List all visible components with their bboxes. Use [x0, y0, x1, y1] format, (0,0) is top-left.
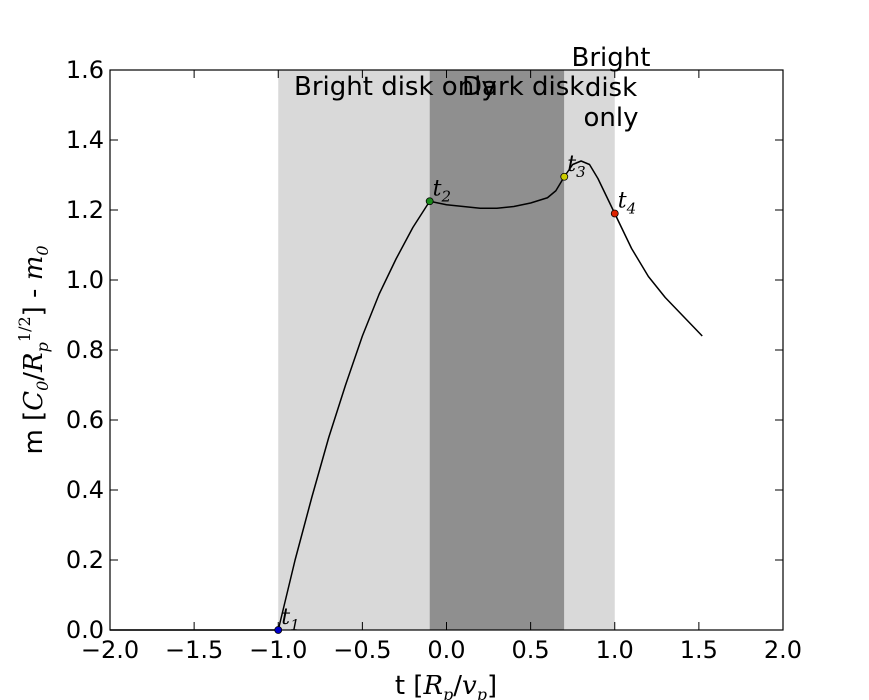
y-axis-label: m [C0/Rp1/2] - m0: [15, 245, 52, 454]
point-label-t4: t4: [618, 189, 636, 218]
region-band-2: [429, 70, 565, 630]
series-line-1: [110, 160, 703, 631]
point-label-t1: t1: [281, 605, 299, 634]
point-marker-t3: [560, 172, 569, 181]
region-band-1: [278, 70, 430, 630]
region-label-1: Bright disk only: [294, 72, 497, 102]
axis-ticks: −2.0 −1.5 −1.0 −0.5 0.0 0.5 1.0 1.5 2.0 0.0 0.2 0.4…: [66, 56, 802, 664]
x-tick-label: 1.5: [680, 636, 718, 664]
y-tick-label: 0.2: [66, 546, 104, 574]
point-label-t3: t3: [567, 152, 585, 181]
x-tick-label: −2.0: [81, 636, 139, 664]
region-label-2: Dark disk: [462, 72, 584, 102]
y-tick-label: 0.8: [66, 336, 104, 364]
y-tick-label: 0.6: [66, 406, 104, 434]
point-marker-t1: [274, 626, 283, 634]
shaded-regions: [278, 70, 615, 630]
point-marker-t4: [610, 209, 619, 218]
region-label-3: Bright disk only: [572, 43, 651, 133]
x-tick-label: −1.5: [165, 636, 223, 664]
point-label-t2: t2: [433, 176, 451, 205]
y-tick-label: 0.0: [66, 616, 104, 644]
data-series: [110, 160, 703, 631]
x-tick-label: 1.0: [596, 636, 634, 664]
x-axis-label: t [Rp/vp]: [395, 671, 497, 700]
x-tick-label: −0.5: [333, 636, 391, 664]
y-tick-label: 1.2: [66, 196, 104, 224]
x-tick-label: 0.0: [427, 636, 465, 664]
x-tick-label: −1.0: [249, 636, 307, 664]
y-tick-label: 1.0: [66, 266, 104, 294]
y-tick-label: 1.4: [66, 126, 104, 154]
region-band-3: [564, 70, 615, 630]
point-marker-t2: [425, 197, 434, 206]
y-tick-label: 0.4: [66, 476, 104, 504]
x-tick-label: 2.0: [764, 636, 802, 664]
x-tick-label: 0.5: [512, 636, 550, 664]
key-points: t1 t2 t3 t4: [274, 152, 636, 634]
y-tick-label: 1.6: [66, 56, 104, 84]
